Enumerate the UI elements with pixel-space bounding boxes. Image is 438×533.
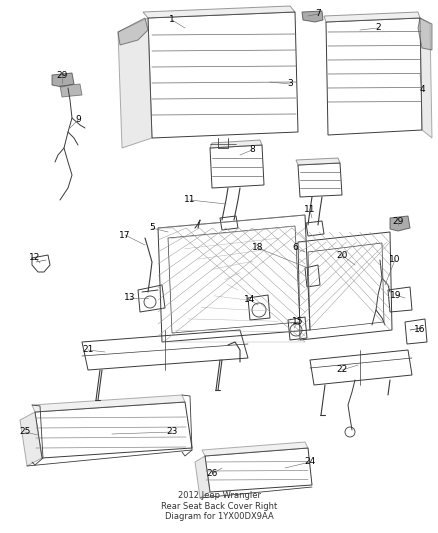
Text: 29: 29 [57, 70, 68, 79]
Text: 8: 8 [249, 146, 255, 155]
Text: 26: 26 [206, 470, 218, 479]
Text: 14: 14 [244, 295, 256, 304]
Polygon shape [52, 73, 74, 87]
Polygon shape [20, 412, 42, 466]
Text: 16: 16 [414, 326, 426, 335]
Text: 13: 13 [124, 294, 136, 303]
Text: 5: 5 [149, 223, 155, 232]
Text: 24: 24 [304, 457, 316, 466]
Text: 3: 3 [287, 79, 293, 88]
Text: 25: 25 [19, 427, 31, 437]
Polygon shape [302, 11, 323, 22]
Text: 23: 23 [166, 427, 178, 437]
Text: 7: 7 [315, 10, 321, 19]
Text: 18: 18 [252, 244, 264, 253]
Polygon shape [118, 18, 152, 148]
Polygon shape [60, 84, 82, 97]
Text: 1: 1 [169, 15, 175, 25]
Polygon shape [118, 18, 148, 45]
Polygon shape [296, 158, 340, 165]
Polygon shape [210, 140, 262, 148]
Text: 10: 10 [389, 255, 401, 264]
Text: 20: 20 [336, 251, 348, 260]
Polygon shape [418, 18, 432, 50]
Text: 29: 29 [392, 217, 404, 227]
Text: 19: 19 [390, 290, 402, 300]
Polygon shape [324, 12, 420, 22]
Polygon shape [195, 456, 210, 498]
Text: 22: 22 [336, 366, 348, 375]
Text: 15: 15 [292, 318, 304, 327]
Polygon shape [32, 395, 185, 412]
Text: 4: 4 [419, 85, 425, 94]
Text: 12: 12 [29, 254, 41, 262]
Text: 9: 9 [75, 116, 81, 125]
Polygon shape [390, 216, 410, 231]
Text: 2: 2 [375, 23, 381, 33]
Polygon shape [202, 442, 308, 456]
Polygon shape [420, 18, 432, 138]
Text: 6: 6 [292, 244, 298, 253]
Text: 17: 17 [119, 230, 131, 239]
Text: 2012 Jeep Wrangler
Rear Seat Back Cover Right
Diagram for 1YX00DX9AA: 2012 Jeep Wrangler Rear Seat Back Cover … [161, 491, 277, 521]
Text: 11: 11 [184, 196, 196, 205]
Text: 21: 21 [82, 345, 94, 354]
Text: 11: 11 [304, 206, 316, 214]
Polygon shape [143, 6, 295, 18]
